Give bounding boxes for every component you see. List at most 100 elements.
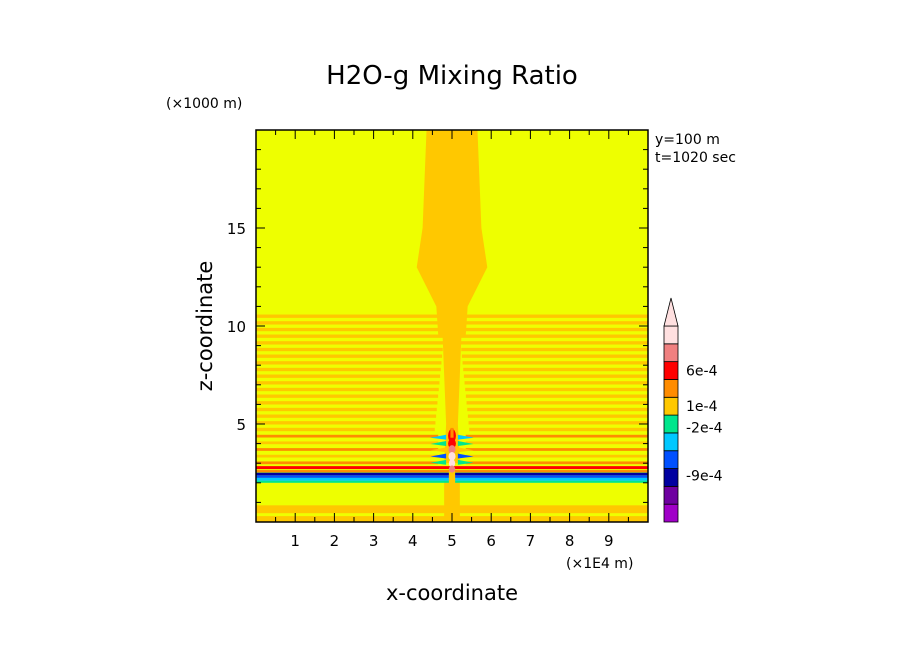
colorbar-tick-label: -2e-4 [686, 421, 723, 437]
y-tick-label: 15 [227, 220, 246, 238]
plume-core [442, 326, 462, 464]
stripe-left [256, 401, 438, 405]
core-top [450, 427, 454, 438]
y-axis: 5 10 15 [227, 129, 648, 523]
stripe-right [463, 367, 648, 372]
wing-right [457, 459, 474, 465]
colorbar-extend-arrow [663, 297, 679, 327]
stripe-right [458, 321, 648, 325]
wing-left [430, 447, 447, 453]
colorbar-segment [663, 485, 679, 505]
stripe-right [469, 427, 648, 432]
stripe-left [256, 374, 441, 378]
stripe-left [256, 461, 439, 465]
x-tick-label: 9 [604, 532, 614, 550]
stripe-right [465, 454, 648, 458]
x-axis-units: (×1E4 m) [566, 556, 633, 572]
colorbar-segment [663, 361, 679, 380]
x-tick-label: 1 [290, 532, 300, 550]
colorbar-tick-label: 6e-4 [686, 364, 718, 380]
stripe-right [462, 361, 648, 365]
x-tick-label: 4 [408, 532, 418, 550]
wing-right [457, 434, 474, 440]
y-tick-label: 10 [227, 318, 246, 336]
colorbar-tick-label: -9e-4 [686, 469, 723, 485]
stripe-left [256, 334, 445, 338]
y-axis-label: z-coordinate [193, 261, 217, 392]
y-tick-label: 5 [236, 416, 246, 434]
plume-column [416, 130, 488, 336]
stripe-left [256, 394, 439, 398]
colorbar-tick-label: 1e-4 [686, 399, 718, 415]
stripe-right [460, 341, 648, 345]
stripe-left [256, 414, 437, 418]
x-tick-label: 6 [486, 532, 496, 550]
stripe-right [461, 347, 648, 352]
stripe-left [256, 361, 442, 365]
colorbar: 6e-4 1e-4 -2e-4 -9e-4 [663, 297, 723, 523]
stripe-right [465, 461, 648, 465]
colorbar-segment [663, 414, 679, 434]
stripe-left [256, 448, 439, 451]
colorbar-segment [663, 503, 679, 523]
hot-core-cell [448, 465, 456, 473]
stripe-left [256, 454, 439, 458]
stripe-left [256, 341, 444, 345]
stripe-left [256, 407, 437, 412]
wing-right [457, 447, 474, 453]
stripe-right [464, 381, 648, 385]
stripe-right [459, 334, 648, 338]
stripe-left [256, 381, 440, 385]
wing-left [430, 453, 447, 459]
colorbar-segment [663, 379, 679, 398]
colorbar-segment [663, 432, 679, 452]
wing-left [430, 441, 447, 446]
wing-left [430, 459, 447, 465]
stripe-left [256, 421, 436, 425]
stripe-right [467, 407, 648, 412]
colorbar-segment [663, 468, 679, 487]
hot-core-cell [448, 452, 456, 461]
x-tick-label: 8 [565, 532, 575, 550]
x-tick-label: 5 [447, 532, 457, 550]
y-axis-units: (×1000 m) [166, 96, 242, 112]
x-tick-label: 3 [369, 532, 379, 550]
x-tick-label: 7 [526, 532, 536, 550]
stripe-left [256, 314, 447, 318]
colorbar-segment [663, 325, 679, 345]
x-axis: 1 2 3 4 5 6 7 8 9 [255, 130, 649, 550]
colorbar-segment [663, 343, 679, 363]
stripe-right [465, 448, 648, 451]
stripe-right [465, 441, 648, 445]
stripe-right [457, 314, 648, 318]
stripe-left [256, 347, 443, 352]
stripe-right [466, 401, 648, 405]
stripe-left [256, 354, 443, 358]
plot-area [256, 130, 648, 522]
chart-title: H2O-g Mixing Ratio [326, 61, 578, 91]
stripe-right [465, 387, 648, 392]
stripe-right [465, 434, 648, 438]
stripe-right [461, 354, 648, 358]
x-axis-label: x-coordinate [386, 581, 518, 605]
hot-core-cell [448, 445, 456, 454]
stripe-left [256, 427, 435, 432]
stripe-left [256, 367, 441, 372]
stripe-left [256, 387, 439, 392]
stripe-right [463, 374, 648, 378]
stripe-left [256, 441, 439, 445]
colorbar-segment [663, 396, 679, 416]
stripe-right [465, 394, 648, 398]
stripe-right [468, 421, 648, 425]
stripe-left [256, 434, 439, 438]
stripe-right [467, 414, 648, 418]
hot-core-cell [448, 459, 456, 468]
stripe-left [256, 321, 446, 325]
wing-right [457, 441, 474, 446]
wing-left [430, 434, 447, 440]
stripe-right [459, 327, 648, 332]
stem-core [448, 471, 456, 511]
colorbar-segment [663, 450, 679, 469]
annotation-t: t=1020 sec [655, 150, 736, 166]
